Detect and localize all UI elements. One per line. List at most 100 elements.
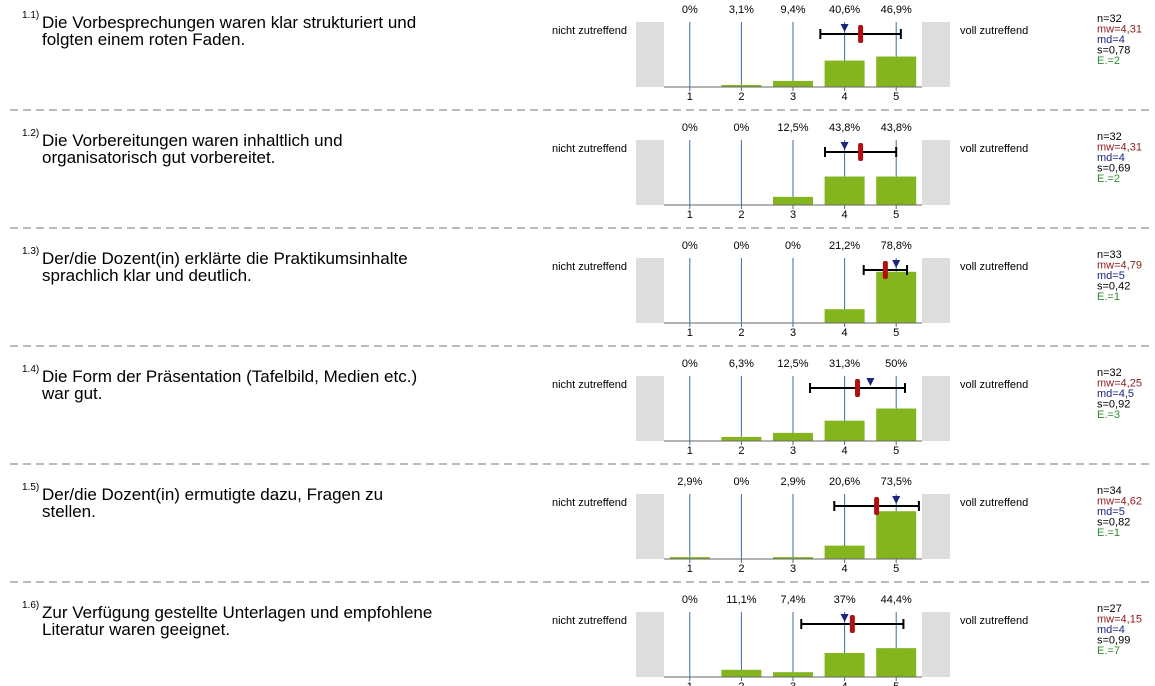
bar <box>824 545 865 559</box>
item-number: 1.5) <box>22 482 39 493</box>
item-number: 1.1) <box>22 10 39 21</box>
category-label: 2 <box>738 327 744 339</box>
bar <box>773 196 813 205</box>
value-label: 7,4% <box>780 594 805 606</box>
median-marker <box>892 260 901 268</box>
stat: s=0,92 <box>1097 399 1130 411</box>
category-label: 2 <box>738 445 744 457</box>
bar <box>773 80 813 87</box>
question: Zur Verfügung gestellte Unterlagen und e… <box>42 603 432 622</box>
question: folgten einem roten Faden. <box>42 30 245 49</box>
stat: E.=7 <box>1097 645 1120 657</box>
value-label: 0% <box>785 240 801 252</box>
value-label: 73,5% <box>881 476 912 488</box>
stat: s=0,99 <box>1097 635 1130 647</box>
median-marker <box>840 614 849 622</box>
stat: mw=4,62 <box>1097 496 1142 508</box>
bar <box>876 511 917 559</box>
item-number: 1.3) <box>22 246 39 257</box>
item-number: 1.6) <box>22 600 39 611</box>
gray-box <box>636 494 664 559</box>
value-label: 12,5% <box>777 358 808 370</box>
category-label: 3 <box>790 209 796 221</box>
stat: s=0,78 <box>1097 45 1130 57</box>
bar <box>773 432 813 441</box>
category-label: 5 <box>893 327 899 339</box>
category-label: 5 <box>893 563 899 575</box>
bar <box>773 557 813 559</box>
stat: mw=4,31 <box>1097 24 1142 36</box>
question: Literatur waren geeignet. <box>42 620 230 639</box>
item-number: 1.4) <box>22 364 39 375</box>
bar <box>721 436 762 441</box>
value-label: 0% <box>682 122 698 134</box>
value-label: 0% <box>682 240 698 252</box>
category-label: 2 <box>738 209 744 221</box>
category-label: 3 <box>790 681 796 686</box>
category-label: 5 <box>893 445 899 457</box>
value-label: 44,4% <box>881 594 912 606</box>
gray-box <box>636 22 664 87</box>
stat: n=33 <box>1097 249 1122 261</box>
stat: n=32 <box>1097 131 1122 143</box>
value-label: 0% <box>682 594 698 606</box>
question: Die Vorbesprechungen waren klar struktur… <box>42 13 416 32</box>
right-label: voll zutreffend <box>960 379 1028 391</box>
value-label: 0% <box>682 4 698 16</box>
stat: s=0,42 <box>1097 281 1130 293</box>
mean-marker <box>858 143 864 161</box>
category-label: 4 <box>842 681 848 686</box>
value-label: 6,3% <box>729 358 754 370</box>
mean-marker <box>874 497 880 515</box>
question: Die Vorbereitungen waren inhaltlich und <box>42 131 343 150</box>
bar <box>876 408 917 441</box>
gray-box <box>636 376 664 441</box>
question: stellen. <box>42 502 96 521</box>
left-label: nicht zutreffend <box>552 615 627 627</box>
question: organisatorisch gut vorbereitet. <box>42 148 275 167</box>
value-label: 0% <box>733 240 749 252</box>
category-label: 4 <box>842 209 848 221</box>
gray-box <box>636 258 664 323</box>
category-label: 2 <box>738 91 744 103</box>
bar <box>721 84 762 87</box>
stat: mw=4,31 <box>1097 142 1142 154</box>
question: Der/die Dozent(in) erklärte die Praktiku… <box>42 249 408 268</box>
stat: E.=2 <box>1097 55 1120 67</box>
value-label: 31,3% <box>829 358 860 370</box>
bar <box>824 420 865 441</box>
value-label: 20,6% <box>829 476 860 488</box>
stat: mw=4,79 <box>1097 260 1142 272</box>
left-label: nicht zutreffend <box>552 497 627 509</box>
category-label: 2 <box>738 563 744 575</box>
bar <box>876 176 917 205</box>
item-number: 1.2) <box>22 128 39 139</box>
category-label: 5 <box>893 209 899 221</box>
gray-box <box>922 140 950 205</box>
right-label: voll zutreffend <box>960 615 1028 627</box>
stat: md=4,5 <box>1097 388 1134 400</box>
mean-marker <box>855 379 860 397</box>
category-label: 1 <box>687 327 693 339</box>
stat: s=0,82 <box>1097 517 1130 529</box>
value-label: 12,5% <box>777 122 808 134</box>
value-label: 43,8% <box>881 122 912 134</box>
question: Der/die Dozent(in) ermutigte dazu, Frage… <box>42 485 383 504</box>
question: war gut. <box>41 384 102 403</box>
value-label: 40,6% <box>829 4 860 16</box>
category-label: 1 <box>687 681 693 686</box>
bar <box>773 672 813 677</box>
bar <box>669 557 710 559</box>
stat: E.=1 <box>1097 527 1120 539</box>
bar <box>876 271 917 323</box>
category-label: 5 <box>893 91 899 103</box>
value-label: 0% <box>733 122 749 134</box>
bar <box>824 652 865 677</box>
stat: E.=2 <box>1097 173 1120 185</box>
left-label: nicht zutreffend <box>552 261 627 273</box>
gray-box <box>636 140 664 205</box>
stat: md=4 <box>1097 34 1125 46</box>
right-label: voll zutreffend <box>960 261 1028 273</box>
value-label: 2,9% <box>677 476 702 488</box>
